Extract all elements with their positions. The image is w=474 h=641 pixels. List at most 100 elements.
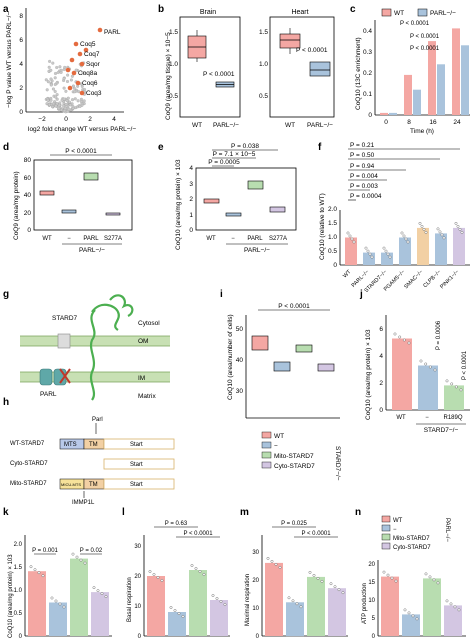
volcano-point xyxy=(65,99,69,103)
bar xyxy=(286,602,304,637)
g-label: PARL xyxy=(40,391,57,398)
d-xtick: WT xyxy=(42,236,52,242)
data-point xyxy=(440,233,444,237)
data-point xyxy=(400,231,404,235)
i-legend: − xyxy=(274,443,278,450)
bar xyxy=(444,385,464,410)
volcano-point xyxy=(65,79,69,83)
e-ytick: 4 xyxy=(189,165,193,172)
n-ytick: 5 xyxy=(372,616,376,622)
volcano-hit-point xyxy=(83,47,89,53)
n-group: PARL−/− xyxy=(444,518,450,542)
d-ytick: 80 xyxy=(24,157,32,164)
e-box-parl xyxy=(247,180,264,190)
n-ytick: 10 xyxy=(368,598,375,604)
data-point xyxy=(436,227,440,231)
b-ytick: 1.0 xyxy=(169,61,178,68)
volcano-point xyxy=(53,82,57,86)
bar xyxy=(417,227,429,265)
data-point xyxy=(422,227,426,231)
m-ylabel: Maximal respiration xyxy=(245,574,251,626)
d-ytick: 20 xyxy=(24,210,32,217)
data-point xyxy=(215,597,219,600)
d-xtick: S277A xyxy=(104,236,122,242)
h-seg-start: Start xyxy=(130,442,143,448)
c-legend-ko: PARL−/− xyxy=(430,10,456,17)
volcano-point xyxy=(56,70,60,74)
data-point xyxy=(198,570,202,573)
panel-label-j: j xyxy=(359,289,363,300)
f-xtick: PINK1−/− xyxy=(439,269,460,290)
volcano-hit-point xyxy=(67,85,73,91)
f-ylabel: CoQ10 (relative to WT) xyxy=(319,193,326,260)
n-ytick: 20 xyxy=(368,562,375,568)
data-point xyxy=(75,555,79,559)
i-box-wt xyxy=(251,335,269,351)
volcano-point xyxy=(62,104,66,108)
e-xtick: S277A xyxy=(269,236,287,242)
volcano-point xyxy=(74,68,78,72)
bar xyxy=(265,562,283,636)
g-label: OM xyxy=(138,338,148,345)
b-ylabel: CoQ9 (area/mg tissue) × 10−5 xyxy=(165,32,172,120)
f-ytick: 0.5 xyxy=(328,248,337,255)
data-point xyxy=(33,568,37,572)
volcano-point xyxy=(67,107,71,111)
panel-label-i: i xyxy=(220,289,223,300)
volcano-point xyxy=(77,90,81,94)
n-bars xyxy=(381,570,462,636)
data-point xyxy=(424,230,428,234)
data-point xyxy=(333,585,337,589)
volcano-hit-point xyxy=(79,61,85,67)
bar xyxy=(444,605,462,636)
e-pval: P = 0.038 xyxy=(231,143,259,150)
panel-m: Maximal respiration 0 10 20 30 P = 0.025… xyxy=(245,521,348,640)
volcano-point xyxy=(54,104,58,108)
f-pval: P = 0.003 xyxy=(350,183,378,190)
volcano-hit-point xyxy=(73,41,79,47)
j-ylabel: CoQ10 (area/mg protein) × 103 xyxy=(365,329,372,420)
volcano-point xyxy=(63,106,67,110)
volcano-point xyxy=(66,73,70,77)
panel-label-k: k xyxy=(3,507,9,518)
data-point xyxy=(169,606,173,609)
b-xtick: PARL−/− xyxy=(307,122,333,129)
volcano-hit-point xyxy=(71,70,77,76)
a-hit-label: Coq5 xyxy=(80,41,96,48)
j-pval: P = 0.0006 xyxy=(436,320,442,350)
data-point xyxy=(58,602,62,606)
b-ytick: 1.5 xyxy=(259,29,268,36)
data-point xyxy=(194,567,198,570)
b-heart-p: P < 0.0001 xyxy=(296,47,328,54)
e-xtick: PARL xyxy=(247,236,263,242)
panel-label-a: a xyxy=(3,4,9,15)
volcano-point xyxy=(51,87,55,91)
b-heart-title: Heart xyxy=(291,9,308,16)
data-point xyxy=(71,552,75,556)
i-group: STARD7−/− xyxy=(334,446,341,481)
data-point xyxy=(346,231,350,235)
volcano-point xyxy=(48,59,52,63)
data-point xyxy=(424,362,428,366)
volcano-background-points xyxy=(44,59,87,114)
volcano-point xyxy=(46,80,50,84)
m-pval: P = 0.025 xyxy=(281,521,307,527)
l-ytick: 30 xyxy=(134,544,141,550)
a-xtick: −2 xyxy=(38,116,46,123)
bar xyxy=(404,74,412,115)
data-point xyxy=(291,599,295,603)
volcano-point xyxy=(51,61,55,65)
data-point xyxy=(407,341,411,345)
volcano-hit-points xyxy=(65,27,103,96)
d-ytick: 60 xyxy=(24,175,32,182)
volcano-point xyxy=(67,100,71,104)
j-pval: P < 0.0001 xyxy=(462,350,468,380)
l-ytick: 10 xyxy=(134,604,141,610)
data-point xyxy=(415,617,419,621)
h-seg-tm: TM xyxy=(89,482,98,488)
n-ytick: 0 xyxy=(372,634,376,640)
i-legend: WT xyxy=(274,433,284,440)
n-legend: − xyxy=(393,527,397,533)
k-ytick: 1.5 xyxy=(14,565,23,571)
data-point xyxy=(337,588,341,592)
